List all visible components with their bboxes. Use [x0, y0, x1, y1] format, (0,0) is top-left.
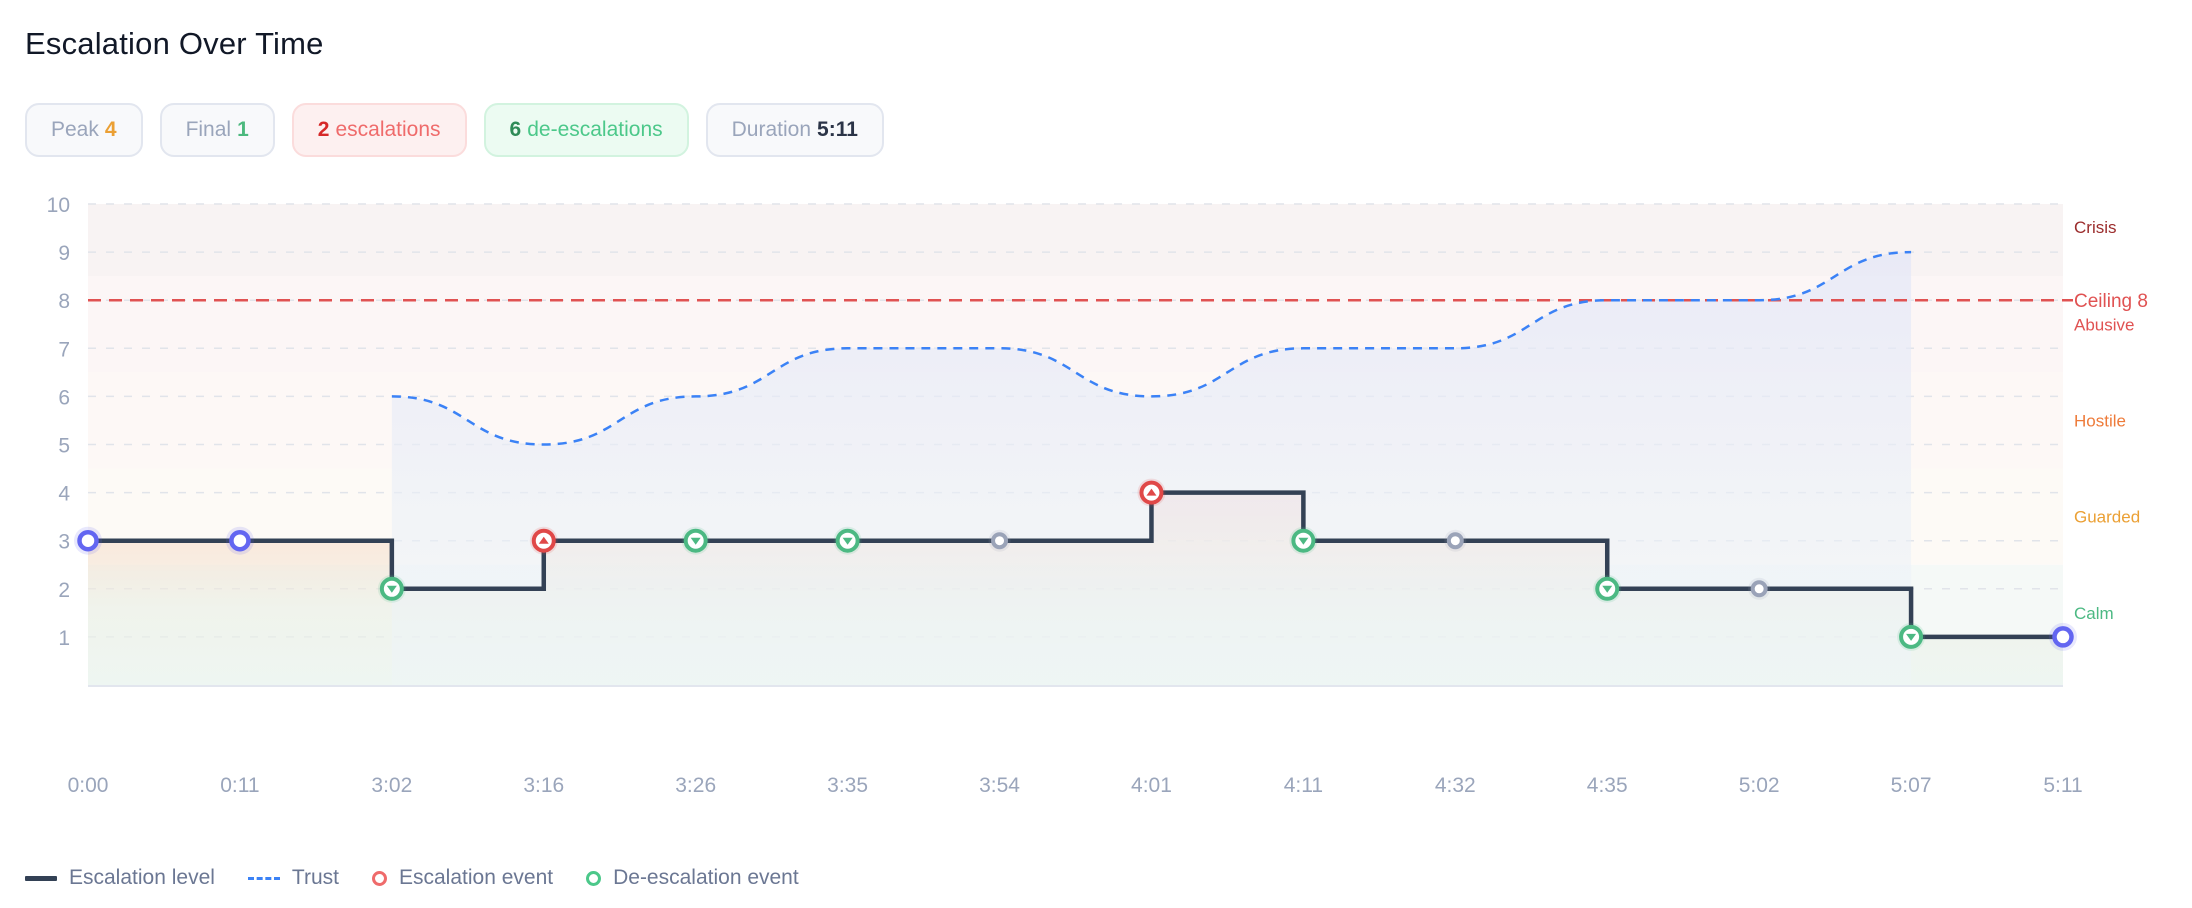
trust-line	[391, 250, 1912, 446]
legend-escalation-level[interactable]: Escalation level	[25, 866, 215, 890]
y-tick-label: 6	[58, 386, 70, 409]
x-axis: 0:00 0:11 3:02 3:16 3:26 3:35 3:54 4:01 4:11 4:32…	[68, 774, 2083, 797]
endpoint-marker	[229, 529, 251, 552]
x-tick-label: 3:16	[523, 774, 564, 797]
peak-chip: Peak 4	[25, 103, 143, 157]
up-triangle-icon	[1146, 488, 1157, 496]
legend-deescalation-event[interactable]: De-escalation event	[586, 866, 799, 890]
down-triangle-icon	[842, 537, 853, 545]
x-tick-label: 5:02	[1739, 774, 1780, 797]
y-tick-label: 4	[58, 483, 70, 506]
band-crisis	[88, 204, 2063, 277]
duration-label: Duration	[731, 118, 812, 141]
deescalations-chip: 6 de-escalations	[483, 103, 689, 157]
up-triangle-icon	[538, 536, 549, 544]
y-tick-label: 3	[58, 531, 70, 554]
duration-chip: Duration 5:11	[705, 103, 884, 157]
x-tick-label: 4:11	[1284, 774, 1323, 797]
legend-label: Escalation level	[69, 866, 215, 889]
down-triangle-icon	[690, 537, 701, 545]
trust-area-fill	[391, 252, 1912, 685]
escalations-chip: 2 escalations	[291, 103, 467, 157]
duration-value: 5:11	[817, 118, 858, 141]
final-label: Final	[185, 118, 232, 141]
escalation-level-line	[88, 490, 2063, 640]
red-ring-icon	[371, 870, 387, 886]
y-tick-label: 8	[58, 290, 70, 313]
x-tick-label: 5:07	[1891, 774, 1932, 797]
dashed-line-icon	[247, 876, 280, 880]
neutral-marker	[991, 532, 1009, 550]
deescalations-count: 6	[509, 118, 522, 141]
down-triangle-icon	[386, 585, 397, 593]
peak-label: Peak	[51, 118, 99, 141]
legend-label: De-escalation event	[613, 866, 799, 889]
band-labels: Crisis Abusive Hostile Guarded Calm Ceiling 8	[2074, 218, 2148, 623]
legend-trust[interactable]: Trust	[247, 866, 339, 890]
endpoint-marker	[2052, 626, 2074, 648]
trust-area	[391, 252, 1912, 685]
x-tick-label: 4:01	[1131, 774, 1172, 797]
y-tick-label: 5	[58, 435, 70, 458]
escalations-count: 2	[317, 118, 330, 141]
summary-chips: Peak 4 Final 1 2 escalations 6 de-escala…	[25, 103, 884, 157]
x-tick-label: 3:54	[979, 774, 1020, 797]
x-tick-label: 3:26	[675, 774, 716, 797]
x-tick-label: 0:00	[68, 774, 109, 797]
y-tick-label: 9	[58, 242, 70, 265]
ceiling-label: Ceiling 8	[2074, 291, 2148, 312]
legend: Escalation level Trust Escalation event …	[25, 866, 832, 890]
final-value: 1	[237, 118, 249, 141]
down-triangle-icon	[1906, 633, 1917, 641]
x-tick-label: 3:02	[371, 774, 412, 797]
y-tick-label: 10	[47, 194, 70, 217]
peak-value: 4	[104, 118, 117, 141]
x-tick-label: 0:11	[220, 774, 259, 797]
neutral-marker	[1750, 580, 1768, 598]
neutral-marker	[1446, 532, 1464, 550]
band-label-abusive: Abusive	[2074, 315, 2134, 334]
y-tick-label: 2	[58, 579, 70, 602]
deescalations-label: de-escalations	[527, 118, 663, 141]
x-tick-label: 4:35	[1587, 774, 1628, 797]
escalation-chart: 1 2 3 4 5 6 7 8 9 10 0:00 0:11 3:02 3:16 3:26 3:35 3:54…	[47, 194, 2148, 797]
band-label-hostile: Hostile	[2074, 411, 2126, 430]
escalations-label: escalations	[335, 118, 441, 141]
band-label-calm: Calm	[2074, 604, 2114, 623]
green-ring-icon	[586, 870, 602, 886]
x-tick-label: 3:35	[827, 774, 868, 797]
endpoint-marker	[77, 529, 99, 552]
event-markers	[74, 478, 2077, 651]
final-chip: Final 1	[159, 103, 275, 157]
x-tick-label: 5:11	[2043, 774, 2082, 797]
x-tick-label: 4:32	[1435, 774, 1476, 797]
legend-label: Trust	[291, 866, 339, 889]
chart-title: Escalation Over Time	[25, 26, 324, 61]
legend-label: Escalation event	[398, 866, 554, 889]
trust-dashed-line	[391, 250, 1912, 446]
solid-line-icon	[25, 875, 57, 881]
band-label-guarded: Guarded	[2074, 508, 2140, 527]
y-tick-label: 7	[58, 338, 70, 361]
y-tick-label: 1	[58, 627, 70, 650]
level-step-line	[88, 490, 2063, 640]
down-triangle-icon	[1298, 537, 1309, 545]
down-triangle-icon	[1602, 585, 1613, 593]
band-label-crisis: Crisis	[2074, 218, 2117, 237]
legend-escalation-event[interactable]: Escalation event	[371, 866, 554, 890]
y-axis: 1 2 3 4 5 6 7 8 9 10	[47, 194, 71, 650]
